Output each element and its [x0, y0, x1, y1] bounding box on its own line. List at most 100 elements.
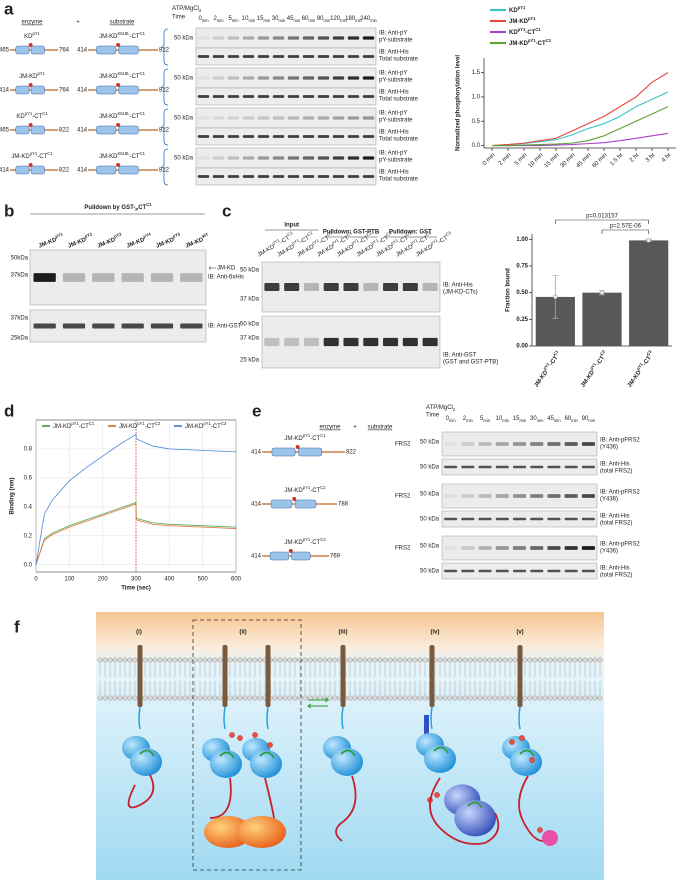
time-part: min — [571, 418, 578, 423]
mean-dot — [599, 290, 605, 295]
band — [264, 283, 280, 291]
lane-label-part: -CT — [299, 235, 311, 245]
kinase-lobe — [30, 125, 45, 135]
mw-label: 37 kDa — [240, 336, 260, 342]
band — [461, 546, 475, 550]
band — [478, 494, 492, 498]
enzyme-label-part: pY1 — [25, 111, 33, 116]
lipid-head — [177, 657, 183, 663]
phosphate — [519, 735, 525, 741]
enzyme-label-part: C1 — [42, 111, 48, 116]
residue: 414 — [251, 554, 262, 560]
arrow — [208, 266, 216, 270]
activation-loop — [467, 801, 483, 809]
time-part: 10 — [242, 16, 249, 22]
lipid-head — [197, 657, 203, 663]
band — [332, 135, 345, 138]
lipid-tail — [289, 663, 291, 695]
legend-label-part: JM-KD — [185, 424, 204, 430]
activation-loop — [139, 749, 155, 757]
significance-bracket — [601, 229, 649, 234]
band — [272, 135, 285, 138]
lipid-tail — [144, 663, 146, 695]
band — [242, 95, 255, 98]
band — [242, 135, 255, 138]
mw-label: 37kDa — [11, 316, 29, 322]
lipid-head — [302, 695, 308, 701]
series-line — [35, 503, 237, 565]
lipid-head — [297, 657, 303, 663]
lipid-tail — [364, 663, 366, 695]
x-tick-label: 400 — [164, 577, 175, 583]
lipid-head — [462, 695, 468, 701]
band — [347, 76, 360, 80]
lipid-tail — [599, 663, 601, 695]
kinase-lobe — [30, 45, 45, 55]
band — [287, 156, 300, 160]
time-part: min — [449, 418, 456, 423]
band — [444, 494, 458, 498]
lane-label-part: pY1 — [410, 237, 420, 245]
mw-label: 50 kDa — [420, 544, 440, 550]
ib-label: (Y436) — [600, 445, 618, 451]
x-tick-label: 2 min — [498, 152, 513, 167]
ib-label: (total FRS2) — [600, 521, 632, 527]
lipid-head — [467, 695, 473, 701]
lipid-tail — [359, 663, 361, 695]
lipid-head — [322, 657, 328, 663]
linker — [223, 706, 226, 730]
band — [272, 175, 285, 178]
lane-label-part: C1 — [405, 229, 413, 236]
lane-label-part: C1 — [286, 229, 294, 236]
band — [362, 76, 375, 80]
band — [495, 465, 509, 469]
ptb-domain — [204, 816, 252, 848]
lipid-head — [162, 695, 168, 701]
enzyme-label-part: KD — [24, 34, 33, 40]
legend-label-part: KD — [509, 30, 518, 36]
substrate-label-part: K518L — [117, 71, 130, 76]
series-line — [492, 106, 669, 147]
significance-bracket — [555, 219, 649, 224]
mean-dot — [646, 238, 651, 243]
construct-label-part: -CT — [310, 488, 320, 494]
residue: 414 — [77, 128, 88, 134]
blot — [29, 309, 207, 343]
lipid-tail — [554, 663, 556, 695]
lipid-head — [122, 657, 128, 663]
lipid-tail — [464, 663, 466, 695]
lipid-head — [382, 657, 388, 663]
x-axis-title: Time (sec) — [121, 586, 151, 592]
lipid-tail — [334, 663, 336, 695]
state-label: (i) — [136, 630, 142, 636]
substrate-label: JM-KDK518L-CTC1 — [99, 31, 145, 40]
lipid-head — [117, 657, 123, 663]
p-value: p=2.57E-06 — [610, 224, 642, 230]
ib-label: pY-substrate — [379, 38, 413, 44]
band — [227, 156, 240, 160]
construct-label-part: C1 — [320, 433, 326, 438]
band — [227, 36, 240, 40]
band — [302, 95, 315, 98]
lipid-tail — [529, 663, 531, 695]
time-part: min — [519, 418, 526, 423]
lane-label-part: -CT — [378, 235, 390, 245]
mw-label: 50 kDa — [420, 492, 440, 498]
x-tick-label: 200 — [98, 577, 109, 583]
legend-label-part: JM-KD — [53, 424, 72, 430]
y-tick-label: 0.50 — [516, 290, 528, 296]
lipid-head — [117, 695, 123, 701]
ib-label: IB: Anti-His — [600, 514, 630, 520]
residue: 822 — [346, 450, 357, 456]
residue: 769 — [330, 554, 341, 560]
band — [461, 442, 475, 446]
ib-label: (Y436) — [600, 549, 618, 555]
lipid-tail — [424, 663, 426, 695]
ib-label: IB: Anti-His — [443, 283, 473, 289]
band — [227, 175, 240, 178]
band — [461, 569, 475, 573]
band — [150, 323, 174, 329]
lane-label-part: -CT — [417, 235, 429, 245]
treatment-part: 2 — [199, 8, 202, 13]
lipid-tail — [189, 663, 191, 695]
